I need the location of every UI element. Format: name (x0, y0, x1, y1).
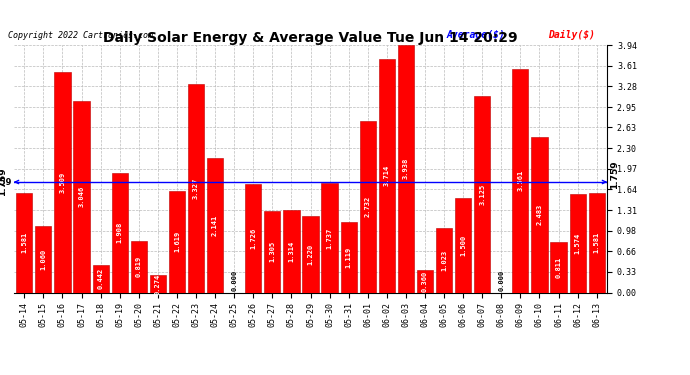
Bar (436, 228, 452, 292)
Text: 1.726: 1.726 (250, 228, 256, 249)
Text: ← 1.759: ← 1.759 (0, 177, 11, 186)
Bar (55, 72, 70, 292)
Bar (417, 270, 433, 292)
Text: 1.581: 1.581 (593, 232, 600, 254)
Bar (92, 265, 109, 292)
Text: 3.125: 3.125 (480, 184, 485, 205)
Text: 1.759: 1.759 (0, 168, 7, 196)
Text: 1.305: 1.305 (269, 241, 275, 262)
Text: 0.000: 0.000 (231, 270, 237, 291)
Bar (264, 210, 280, 292)
Text: 1.759: 1.759 (610, 160, 619, 189)
Bar (512, 69, 529, 292)
Bar (150, 275, 166, 292)
Bar (322, 183, 337, 292)
Title: Daily Solar Energy & Average Value Tue Jun 14 20:29: Daily Solar Energy & Average Value Tue J… (104, 31, 518, 45)
Bar (130, 241, 147, 292)
Text: 2.732: 2.732 (365, 196, 371, 217)
Text: 1.220: 1.220 (308, 243, 313, 265)
Text: 3.714: 3.714 (384, 165, 390, 186)
Text: 0.442: 0.442 (97, 268, 104, 289)
Text: 2.483: 2.483 (536, 204, 542, 225)
Text: 3.561: 3.561 (518, 170, 524, 191)
Bar (169, 191, 185, 292)
Bar (73, 101, 90, 292)
Text: 0.274: 0.274 (155, 273, 161, 294)
Bar (284, 210, 299, 292)
Text: 0.360: 0.360 (422, 271, 428, 292)
Bar (188, 84, 204, 292)
Text: 1.060: 1.060 (41, 249, 46, 270)
Text: Daily($): Daily($) (548, 30, 595, 40)
Text: 0.819: 0.819 (136, 256, 141, 278)
Text: 3.938: 3.938 (403, 158, 409, 180)
Text: 1.581: 1.581 (21, 232, 28, 254)
Text: 1.500: 1.500 (460, 235, 466, 256)
Text: Average($): Average($) (447, 30, 506, 40)
Text: 3.327: 3.327 (193, 177, 199, 199)
Bar (569, 194, 586, 292)
Text: 0.811: 0.811 (555, 256, 562, 278)
Bar (245, 184, 262, 292)
Bar (531, 136, 548, 292)
Bar (35, 226, 52, 292)
Text: 3.509: 3.509 (59, 172, 66, 193)
Text: 1.314: 1.314 (288, 241, 295, 262)
Text: 1.737: 1.737 (326, 227, 333, 249)
Text: 0.000: 0.000 (498, 270, 504, 291)
Text: 1.023: 1.023 (441, 250, 447, 271)
Bar (551, 242, 566, 292)
Bar (302, 216, 319, 292)
Bar (474, 96, 491, 292)
Text: 2.141: 2.141 (212, 214, 218, 236)
Text: 1.119: 1.119 (346, 247, 352, 268)
Bar (359, 121, 376, 292)
Text: Copyright 2022 Cartronics.com: Copyright 2022 Cartronics.com (8, 31, 153, 40)
Text: 1.619: 1.619 (174, 231, 180, 252)
Text: 1.908: 1.908 (117, 222, 123, 243)
Text: 1.574: 1.574 (575, 232, 580, 254)
Bar (455, 198, 471, 292)
Bar (207, 158, 223, 292)
Bar (398, 45, 414, 292)
Bar (16, 193, 32, 292)
Bar (341, 222, 357, 292)
Bar (112, 172, 128, 292)
Bar (379, 59, 395, 292)
Bar (589, 193, 605, 292)
Text: 3.046: 3.046 (79, 186, 85, 207)
